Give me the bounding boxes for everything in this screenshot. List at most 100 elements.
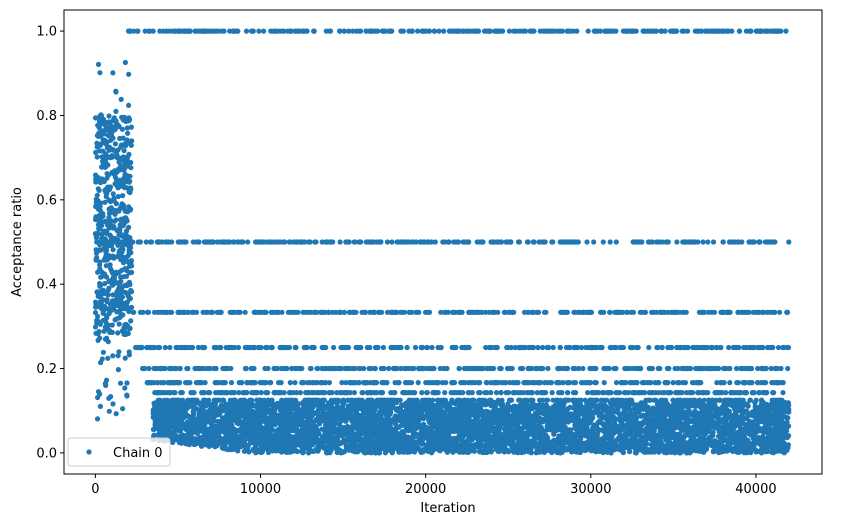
data-point	[319, 239, 325, 245]
data-point	[135, 239, 141, 245]
data-point	[441, 28, 447, 34]
data-point	[631, 390, 637, 396]
data-point	[228, 380, 235, 386]
data-point	[292, 309, 298, 315]
data-point	[103, 141, 109, 147]
data-point	[565, 390, 571, 396]
data-points	[92, 28, 792, 456]
data-point	[144, 344, 150, 351]
data-point	[550, 28, 556, 34]
data-point	[100, 161, 107, 167]
data-point	[373, 380, 380, 386]
data-point	[102, 199, 108, 205]
data-point	[104, 171, 110, 177]
data-point	[121, 202, 127, 209]
data-point	[337, 28, 343, 34]
data-point	[106, 408, 112, 414]
data-point	[287, 380, 293, 386]
data-point	[262, 380, 268, 386]
data-point	[757, 28, 763, 34]
data-point	[384, 239, 390, 245]
data-point	[185, 309, 191, 315]
data-point	[170, 380, 176, 386]
data-point	[113, 169, 120, 176]
data-point	[127, 207, 133, 213]
data-point	[521, 309, 528, 315]
data-point	[599, 344, 605, 351]
data-point	[118, 96, 124, 102]
data-point	[251, 344, 257, 351]
data-point	[314, 309, 320, 315]
data-point	[257, 309, 264, 315]
data-point	[507, 239, 514, 245]
data-point	[108, 266, 114, 272]
data-point	[189, 344, 195, 351]
data-point	[755, 344, 761, 351]
data-point	[642, 28, 648, 34]
data-point	[776, 28, 782, 34]
data-point	[116, 349, 122, 355]
data-point	[425, 380, 431, 386]
data-point	[563, 365, 569, 372]
data-point	[145, 309, 152, 315]
data-point	[112, 317, 118, 323]
data-point	[285, 309, 291, 315]
data-point	[729, 28, 735, 34]
data-point	[736, 390, 742, 396]
data-point	[770, 239, 776, 245]
data-point	[95, 394, 101, 401]
data-point	[546, 344, 552, 351]
data-point	[677, 344, 684, 351]
data-point	[583, 309, 589, 315]
data-point	[267, 239, 273, 245]
data-point	[743, 28, 750, 34]
data-point	[254, 239, 260, 245]
data-point	[167, 28, 173, 34]
data-point	[198, 380, 204, 386]
data-point	[278, 390, 284, 396]
data-point	[720, 28, 726, 34]
data-point	[394, 365, 400, 372]
data-point	[318, 390, 324, 396]
data-point	[254, 390, 260, 396]
data-point	[116, 321, 122, 327]
data-point	[92, 216, 99, 223]
data-point	[530, 309, 536, 315]
data-point	[437, 365, 443, 372]
data-point	[341, 28, 347, 34]
data-point	[94, 154, 100, 160]
data-point	[290, 239, 297, 245]
data-point	[589, 390, 596, 396]
data-point	[431, 28, 438, 34]
data-point	[231, 390, 237, 396]
data-point	[381, 365, 387, 372]
data-point	[126, 349, 132, 355]
data-point	[406, 380, 412, 386]
data-point	[493, 28, 499, 34]
data-point	[702, 309, 708, 315]
data-point	[176, 28, 182, 34]
data-point	[727, 380, 733, 386]
data-point	[121, 114, 127, 120]
data-point	[542, 239, 548, 245]
data-point	[754, 380, 761, 386]
data-point	[527, 344, 533, 351]
data-point	[681, 239, 688, 245]
data-point	[435, 390, 441, 396]
data-point	[451, 309, 457, 315]
data-point	[122, 385, 128, 391]
data-point	[617, 390, 623, 396]
data-point	[96, 130, 102, 136]
data-point	[147, 239, 154, 245]
data-point	[424, 390, 430, 396]
data-point	[735, 380, 742, 386]
data-point	[135, 28, 141, 34]
data-point	[101, 328, 107, 334]
data-point	[113, 411, 119, 417]
data-point	[419, 390, 425, 396]
data-point	[719, 380, 725, 386]
data-point	[438, 344, 444, 351]
data-point	[571, 380, 577, 386]
data-point	[124, 393, 130, 399]
data-point	[128, 142, 134, 148]
